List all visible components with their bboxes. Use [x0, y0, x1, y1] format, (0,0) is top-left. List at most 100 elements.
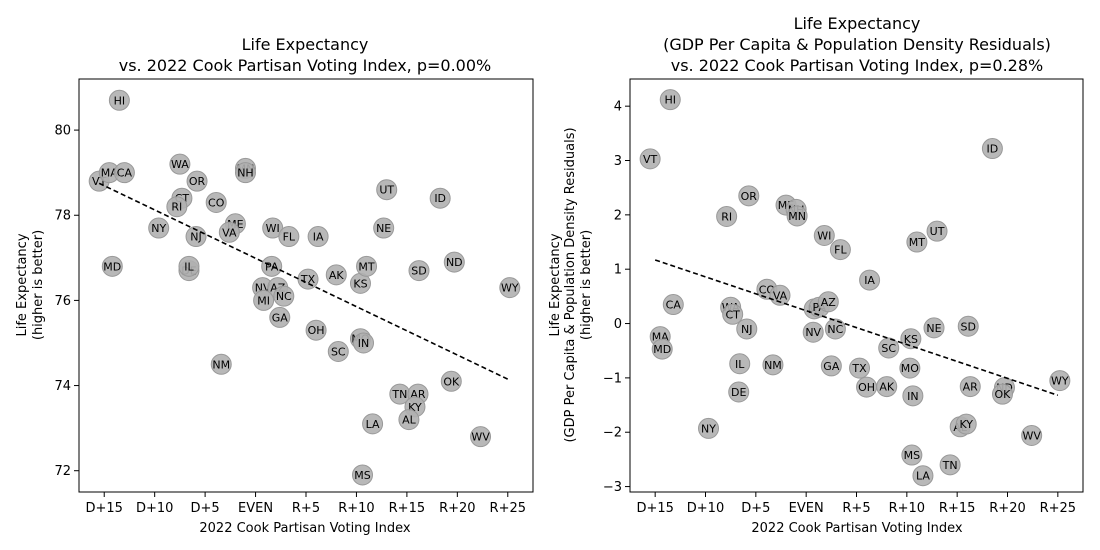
right-plot-frame: [629, 78, 1084, 493]
right-point-md: [651, 338, 673, 360]
left-point-nd: [443, 251, 465, 273]
left-point-label-nm: NM: [212, 358, 230, 371]
right-point-label-de: DE: [731, 386, 746, 399]
left-point-label-tn: TN: [391, 388, 407, 401]
left-point-label-pa: PA: [265, 260, 279, 273]
right-x-tick-label: D+15: [636, 501, 673, 516]
right-x-tick-label: R+5: [842, 501, 870, 516]
chart-left-title-line-2: vs. 2022 Cook Partisan Voting Index, p=0…: [119, 56, 491, 75]
left-x-tick-label: R+25: [490, 501, 526, 516]
right-point-sd: [957, 315, 979, 337]
chart-left-title-line-1: Life Expectancy: [242, 35, 369, 54]
left-point-label-ny: NY: [151, 222, 166, 235]
right-y-tick-label: 0: [614, 317, 622, 332]
left-point-label-fl: FL: [283, 231, 296, 244]
right-x-tick-label: R+20: [989, 501, 1025, 516]
right-point-vt: [639, 148, 661, 170]
left-point-label-nh: NH: [237, 167, 254, 180]
right-point-label-ne: NE: [926, 322, 941, 335]
right-point-label-ia: IA: [864, 274, 875, 287]
right-point-mt: [906, 231, 928, 253]
left-y-tick-label: 72: [54, 464, 71, 479]
left-point-pa: [261, 255, 283, 277]
right-point-la: [912, 465, 934, 487]
left-y-tick-label: 76: [54, 294, 71, 309]
left-point-label-mt: MT: [358, 260, 374, 273]
left-point-label-nd: ND: [446, 256, 463, 269]
right-point-in: [902, 385, 924, 407]
right-point-label-nv: NV: [805, 326, 821, 339]
right-point-fl: [829, 239, 851, 261]
left-y-tick-label: 80: [54, 124, 71, 139]
right-point-label-va: VA: [773, 289, 788, 302]
left-point-hi: [108, 89, 130, 111]
right-point-label-hi: HI: [665, 94, 677, 107]
right-point-nv: [802, 321, 824, 343]
left-y-tick-label: 74: [54, 379, 71, 394]
right-point-label-sc: SC: [881, 342, 896, 355]
right-point-ak: [876, 376, 898, 398]
left-point-ak: [325, 264, 347, 286]
right-point-de: [728, 381, 750, 403]
right-point-label-tn: TN: [942, 459, 958, 472]
left-point-ri: [166, 196, 188, 218]
right-point-sc: [878, 337, 900, 359]
left-point-label-ok: OK: [443, 375, 460, 388]
right-point-label-ak: AK: [879, 381, 895, 394]
right-y-tick-label: −2: [603, 426, 622, 441]
chart-left-xlabel: 2022 Cook Partisan Voting Index: [199, 521, 411, 536]
left-point-ok: [440, 370, 462, 392]
left-point-nh: [234, 162, 256, 184]
right-point-wv: [1021, 424, 1043, 446]
left-point-va: [218, 221, 240, 243]
left-x-tick-label: R+10: [338, 501, 374, 516]
left-point-label-ak: AK: [329, 269, 345, 282]
chart-right-ylabel-line-1: Life Expectancy: [548, 233, 563, 336]
left-point-il: [178, 255, 200, 277]
left-point-ia: [307, 226, 329, 248]
left-point-ut: [376, 179, 398, 201]
left-point-label-in: IN: [358, 337, 369, 350]
right-y-tick-label: 2: [614, 208, 622, 223]
right-point-label-il: IL: [735, 358, 745, 371]
left-point-fl: [278, 226, 300, 248]
right-point-label-nc: NC: [827, 323, 843, 336]
left-point-in: [353, 332, 375, 354]
chart-left-ylabel-line-1: Life Expectancy: [15, 233, 30, 336]
left-point-ne: [373, 217, 395, 239]
right-point-label-ok: OK: [995, 388, 1012, 401]
right-point-label-oh: OH: [858, 381, 875, 394]
right-point-mn: [786, 205, 808, 227]
right-point-ny: [698, 417, 720, 439]
left-point-label-ut: UT: [379, 184, 394, 197]
left-trend-line: [98, 182, 509, 380]
right-point-label-ga: GA: [823, 360, 840, 373]
left-x-tick-label: D+15: [85, 501, 122, 516]
right-point-label-in: IN: [907, 390, 918, 403]
left-point-label-ia: IA: [313, 231, 324, 244]
chart-right-title-line-2: (GDP Per Capita & Population Density Res…: [663, 35, 1051, 54]
left-point-ms: [351, 464, 373, 486]
left-point-label-ma: MA: [101, 167, 118, 180]
right-point-label-wv: WV: [1022, 429, 1041, 442]
left-point-la: [362, 413, 384, 435]
left-point-wy: [499, 277, 521, 299]
right-y-tick-label: 1: [614, 263, 622, 278]
chart-right-xlabel: 2022 Cook Partisan Voting Index: [751, 521, 963, 536]
right-point-or: [738, 185, 760, 207]
left-point-label-ms: MS: [354, 469, 370, 482]
left-point-label-ne: NE: [376, 222, 391, 235]
right-point-label-ms: MS: [904, 449, 920, 462]
left-point-label-sc: SC: [331, 345, 346, 358]
left-point-label-or: OR: [189, 175, 206, 188]
right-point-label-sd: SD: [961, 320, 976, 333]
chart-right-plot-area: D+15 D+10 D+5 EVEN R+5 R+10 R+15 R+20 R+25 −3 −2 −1…: [603, 78, 1084, 516]
right-point-ms: [901, 444, 923, 466]
right-point-label-la: LA: [916, 470, 930, 483]
left-point-ca: [113, 162, 135, 184]
left-point-label-md: MD: [103, 260, 121, 273]
left-point-label-mi: MI: [257, 294, 270, 307]
right-point-va: [769, 284, 791, 306]
right-point-label-mn: MN: [788, 210, 806, 223]
